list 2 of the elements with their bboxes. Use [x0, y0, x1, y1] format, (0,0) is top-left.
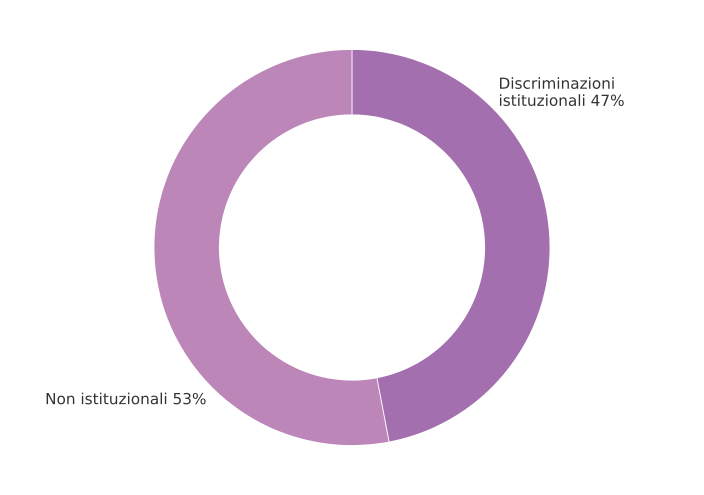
slice-label: Discriminazioni istituzionali 47% — [500, 77, 624, 106]
slice-label: Non istituzionali 53% — [46, 392, 206, 404]
